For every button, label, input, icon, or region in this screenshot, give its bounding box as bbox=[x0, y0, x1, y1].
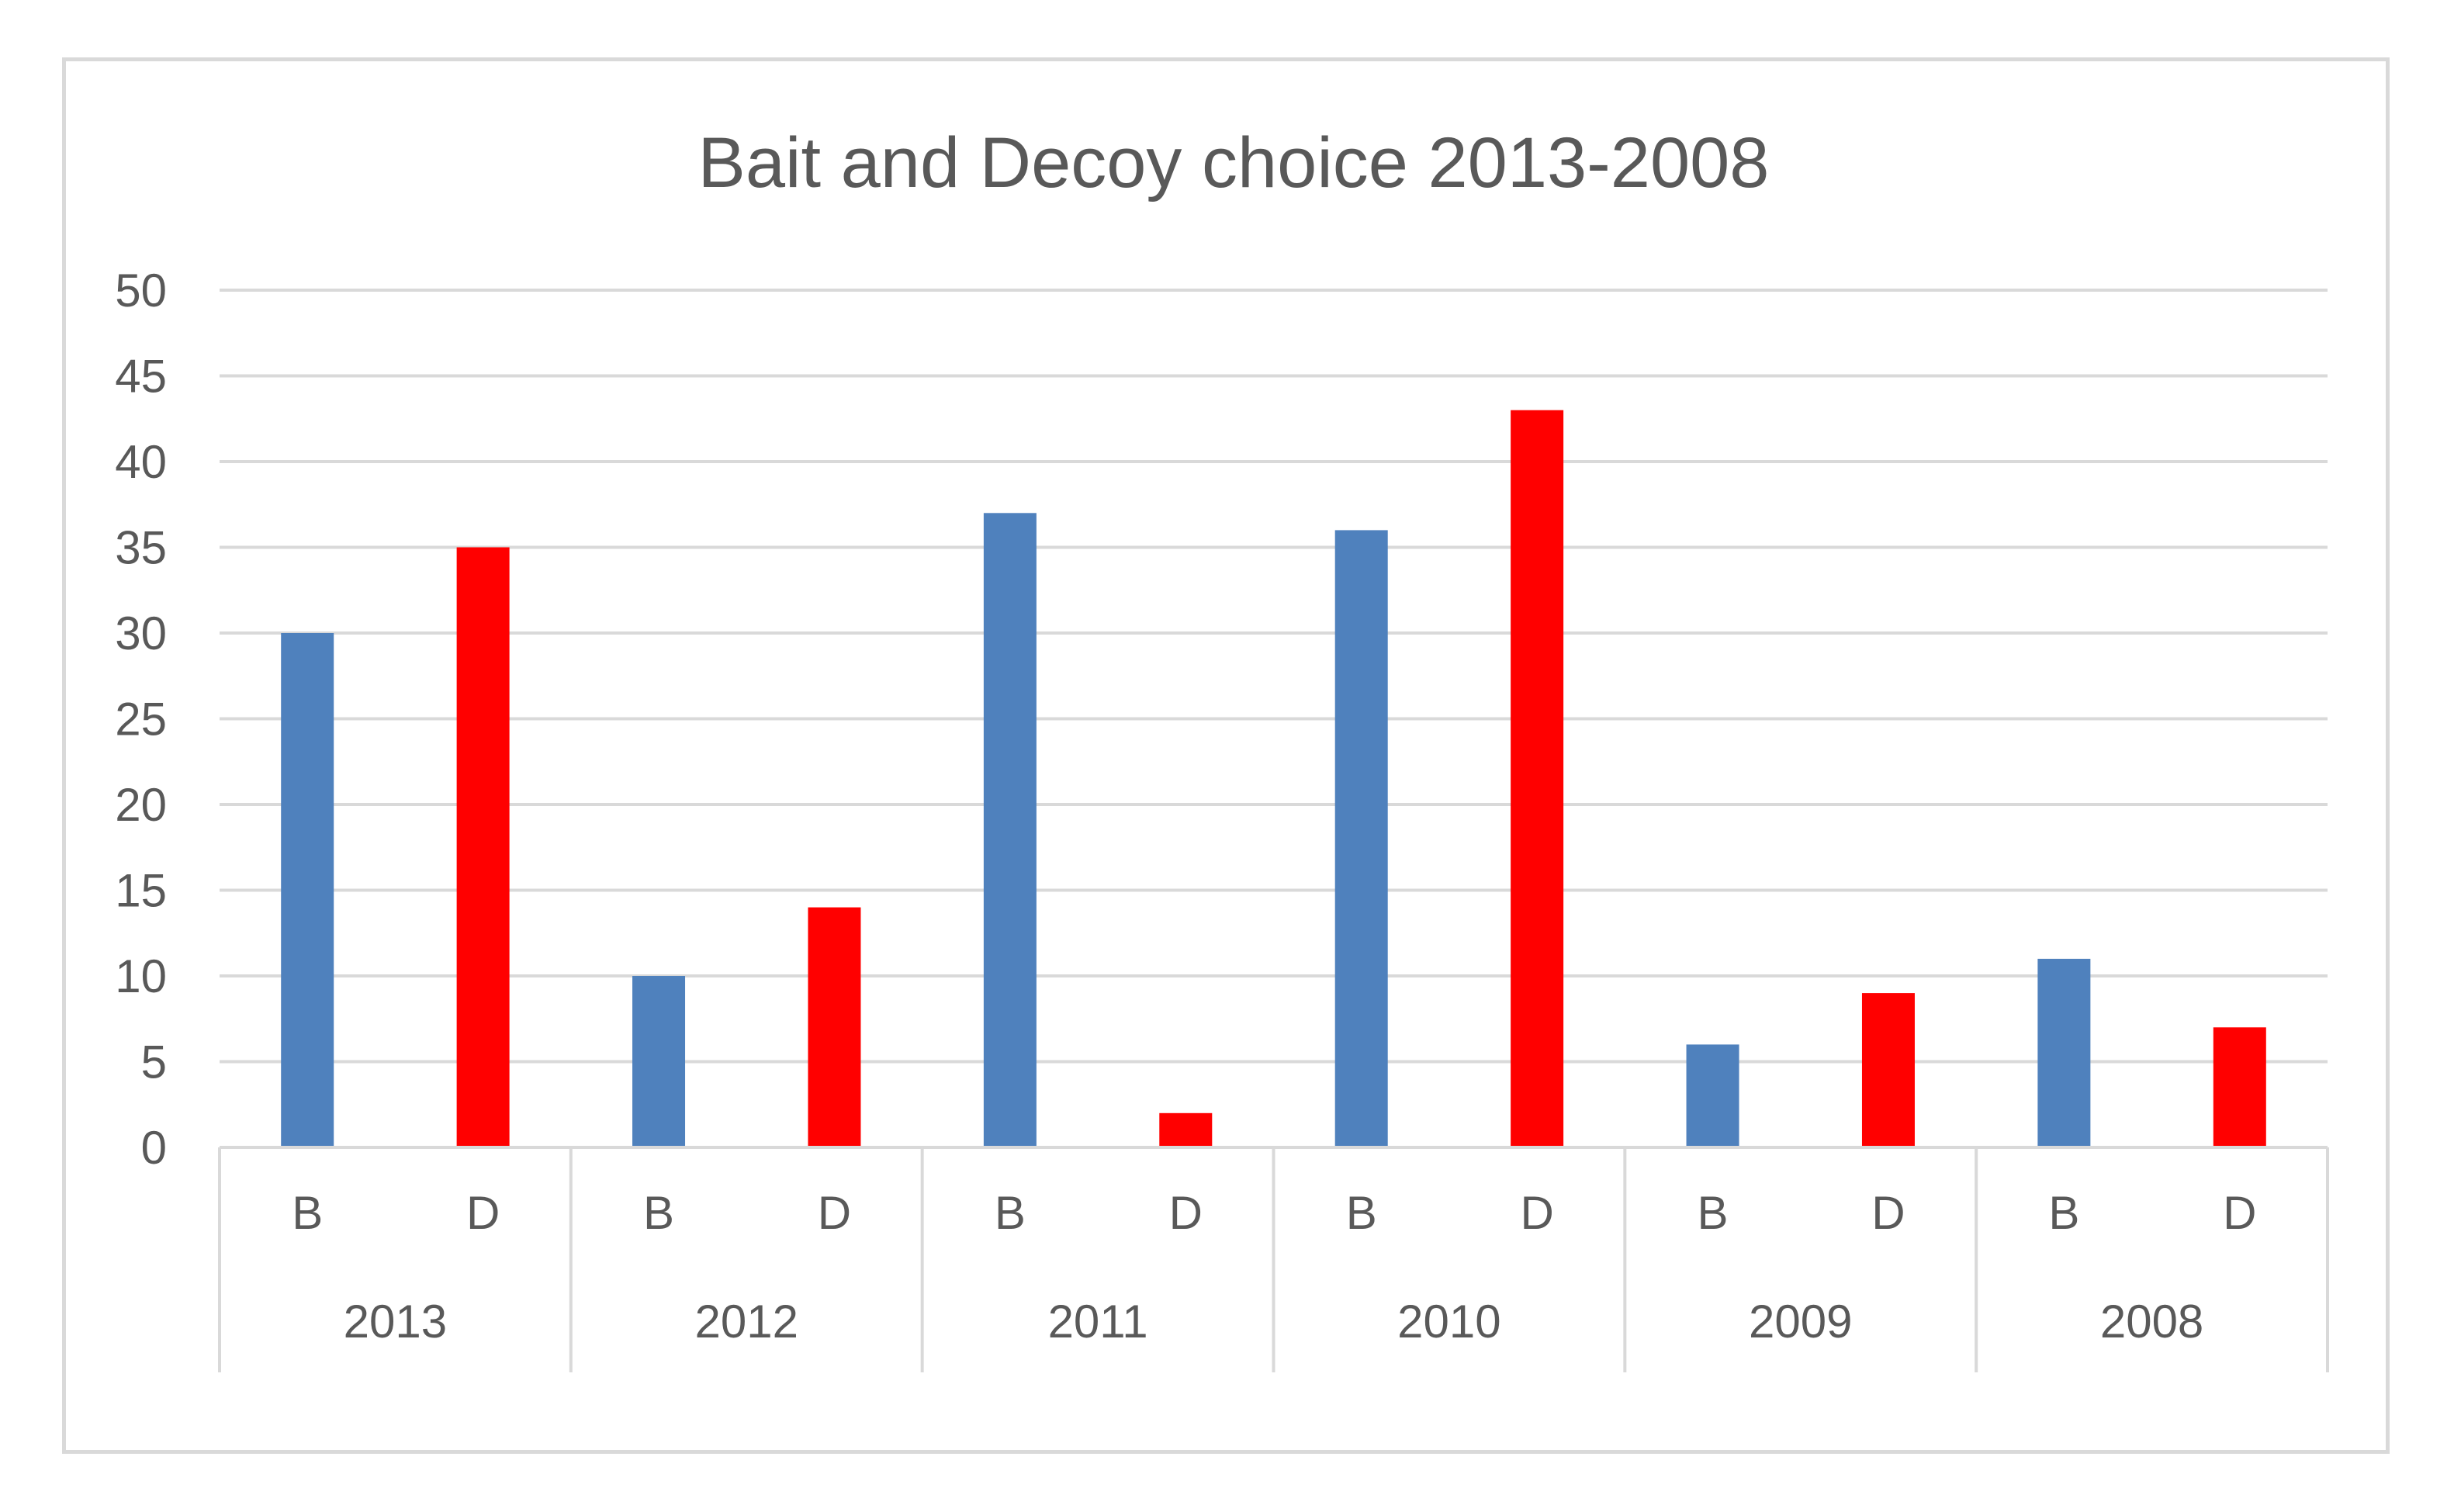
y-tick-label: 0 bbox=[141, 1122, 167, 1174]
bar-2011-D bbox=[1159, 1112, 1213, 1147]
y-tick-label: 30 bbox=[115, 607, 167, 659]
bar-chart: Bait and Decoy choice 2013-2008 0 5 10 15 20… bbox=[115, 123, 2329, 1372]
bar-category-label: D bbox=[818, 1187, 851, 1239]
bar-2011-B bbox=[983, 513, 1037, 1147]
group-label: 2008 bbox=[2100, 1296, 2203, 1348]
gridlines bbox=[220, 289, 2328, 1064]
group-label: 2009 bbox=[1749, 1296, 1852, 1348]
chart-title: Bait and Decoy choice 2013-2008 bbox=[698, 123, 1770, 202]
bar-2012-D bbox=[808, 907, 861, 1147]
bar-2013-D bbox=[456, 547, 510, 1147]
bar-category-label: D bbox=[1871, 1187, 1905, 1239]
y-tick-label: 15 bbox=[115, 865, 167, 917]
bar-category-label: D bbox=[1520, 1187, 1553, 1239]
group-label: 2010 bbox=[1397, 1296, 1500, 1348]
y-tick-label: 10 bbox=[115, 950, 167, 1002]
y-tick-label: 20 bbox=[115, 779, 167, 831]
bar-2009-B bbox=[1686, 1044, 1739, 1147]
bar-category-label: D bbox=[2223, 1187, 2256, 1239]
y-tick-label: 35 bbox=[115, 522, 167, 574]
bar-category-label: B bbox=[995, 1187, 1026, 1239]
bar-2008-D bbox=[2213, 1027, 2266, 1147]
bar-category-label: B bbox=[643, 1187, 674, 1239]
bar-2010-D bbox=[1511, 410, 1564, 1147]
chart-frame: Bait and Decoy choice 2013-2008 0 5 10 15 20… bbox=[62, 57, 2390, 1454]
bar-category-label: B bbox=[1346, 1187, 1377, 1239]
y-tick-label: 25 bbox=[115, 694, 167, 746]
group-label: 2011 bbox=[1048, 1296, 1148, 1348]
category-axis: B D 2013 B D 2012 B D 2011 B D 2010 B D 2009 B D 2008 bbox=[218, 1146, 2329, 1372]
y-tick-label: 50 bbox=[115, 265, 167, 317]
y-tick-label: 45 bbox=[115, 351, 167, 403]
group-label: 2013 bbox=[344, 1296, 447, 1348]
bar-2010-B bbox=[1334, 530, 1388, 1147]
bar-category-label: B bbox=[2048, 1187, 2079, 1239]
bar-2008-B bbox=[2037, 958, 2091, 1147]
bar-category-label: D bbox=[466, 1187, 500, 1239]
bar-category-label: B bbox=[1698, 1187, 1729, 1239]
bar-2009-D bbox=[1861, 993, 1915, 1147]
group-label: 2012 bbox=[695, 1296, 798, 1348]
y-axis-tick-labels: 0 5 10 15 20 25 30 35 40 45 50 bbox=[115, 265, 167, 1174]
bar-2013-B bbox=[281, 633, 334, 1147]
bar-category-label: D bbox=[1169, 1187, 1203, 1239]
bar-2012-B bbox=[632, 976, 686, 1147]
bars bbox=[281, 410, 2266, 1147]
bar-category-label: B bbox=[292, 1187, 323, 1239]
y-tick-label: 40 bbox=[115, 436, 167, 488]
y-tick-label: 5 bbox=[141, 1036, 167, 1088]
